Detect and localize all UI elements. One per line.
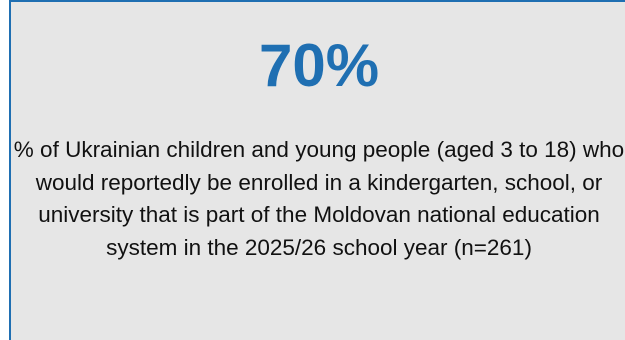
stat-description: % of Ukrainian children and young people… [13,137,625,260]
stat-value: 70% [258,32,380,99]
stat-card: 70% % of Ukrainian children and young pe… [9,0,625,340]
